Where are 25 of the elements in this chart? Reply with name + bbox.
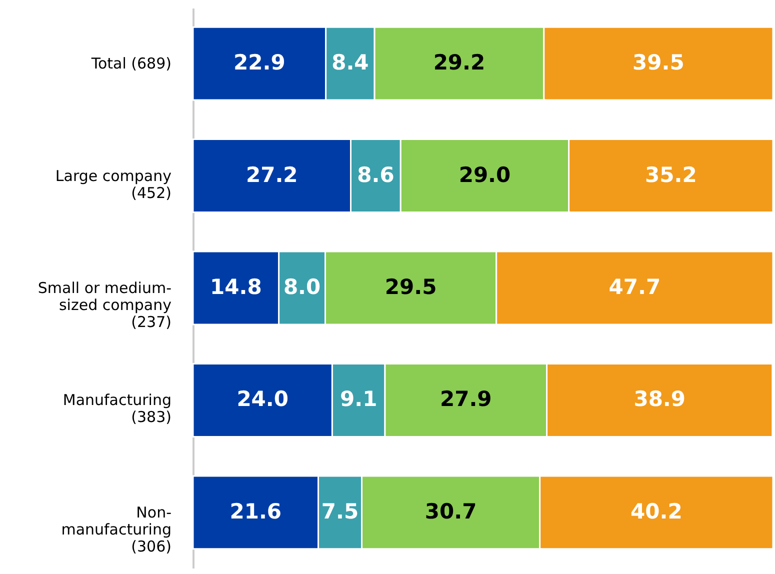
y-tick-label: Large company (452) <box>55 166 172 202</box>
data-label: 14.8 <box>210 275 262 299</box>
data-label: 24.0 <box>236 387 289 412</box>
data-label: 35.2 <box>645 162 697 187</box>
data-label: 47.7 <box>608 275 661 299</box>
data-label: 8.0 <box>283 275 321 299</box>
data-label: 8.4 <box>332 50 369 75</box>
data-label: 30.7 <box>424 499 477 524</box>
data-label: 8.6 <box>357 162 394 187</box>
data-label: 29.2 <box>433 50 486 75</box>
y-tick-label: Total (689) <box>90 54 172 73</box>
data-label: 22.9 <box>233 50 286 75</box>
data-label: 7.5 <box>321 499 359 524</box>
data-label: 9.1 <box>340 387 378 412</box>
y-tick-label: Non-manufacturing (306) <box>61 503 172 556</box>
data-label: 38.9 <box>634 387 686 412</box>
data-label: 29.0 <box>458 162 511 187</box>
y-tick-label: Small or medium-sized company (237) <box>38 279 172 331</box>
y-tick-label: Manufacturing (383) <box>62 391 172 426</box>
data-label: 21.6 <box>230 499 282 524</box>
data-label: 27.2 <box>246 162 298 187</box>
data-label: 29.5 <box>384 275 437 299</box>
data-label: 27.9 <box>440 387 492 412</box>
data-label: 40.2 <box>630 499 682 524</box>
data-label: 39.5 <box>632 50 684 75</box>
